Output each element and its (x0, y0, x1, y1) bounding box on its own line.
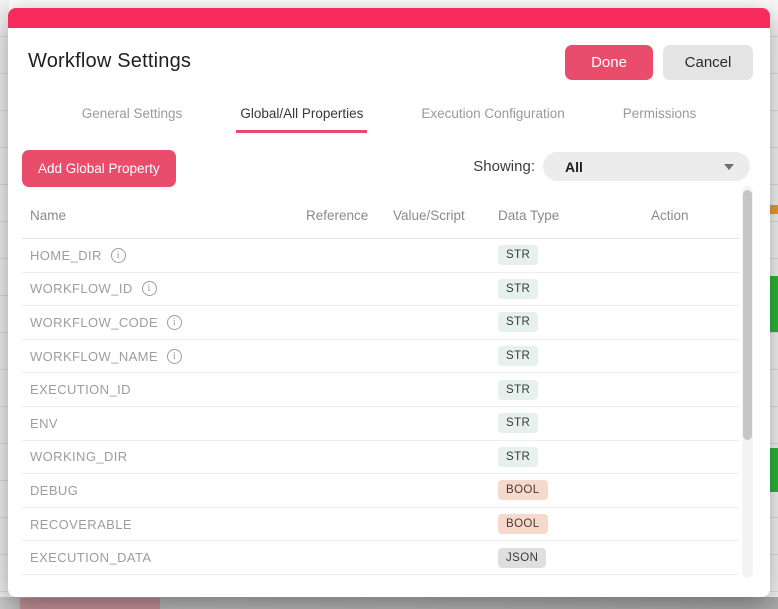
info-icon[interactable]: i (141, 281, 157, 297)
info-icon[interactable]: i (166, 314, 182, 330)
property-name-cell: EXECUTION_ID (22, 382, 298, 397)
property-name: WORKFLOW_CODE (30, 314, 158, 330)
info-icon[interactable]: i (166, 348, 182, 364)
showing-filter: Showing: All (473, 152, 750, 181)
background-green-fragment (770, 448, 778, 492)
chevron-down-icon (724, 164, 734, 170)
tab-global-all-properties[interactable]: Global/All Properties (236, 100, 368, 133)
property-name: EXECUTION_ID (30, 382, 131, 398)
table-scrollbar[interactable] (742, 186, 753, 578)
data-type-badge: STR (498, 446, 539, 467)
tab-bar: General Settings Global/All Properties Exe… (8, 100, 770, 138)
table-body: HOME_DIR i STR WORKFLOW_ID i STR WORKFLOW_CODE… (22, 239, 739, 575)
workflow-settings-modal: Workflow Settings Done Cancel General Se… (8, 8, 770, 597)
showing-dropdown[interactable]: All (543, 152, 750, 181)
data-type-badge: STR (498, 413, 539, 434)
property-name-cell: RECOVERABLE (22, 517, 298, 532)
page-title: Workflow Settings (28, 50, 192, 72)
showing-dropdown-value: All (565, 158, 583, 175)
data-type-cell: STR (490, 413, 643, 434)
data-type-badge: STR (498, 379, 539, 400)
data-type-cell: STR (490, 346, 643, 367)
properties-table: Name Reference Value/Script Data Type Action… (22, 192, 739, 575)
data-type-badge: BOOL (498, 480, 548, 501)
data-type-badge: JSON (498, 547, 547, 568)
done-button[interactable]: Done (565, 45, 653, 80)
tab-execution-configuration[interactable]: Execution Configuration (421, 106, 565, 121)
property-name: EXECUTION_DATA (30, 550, 152, 566)
table-row: EXECUTION_DATA JSON (22, 541, 739, 575)
data-type-cell: BOOL (490, 514, 643, 535)
property-name-cell: DEBUG (22, 483, 298, 498)
property-name-cell: EXECUTION_DATA (22, 550, 298, 565)
property-name: ENV (30, 415, 58, 431)
property-name-cell: ENV (22, 416, 298, 431)
property-name: WORKFLOW_ID (30, 281, 133, 297)
background-page-left-strip (0, 0, 9, 609)
data-type-badge: STR (498, 245, 539, 266)
data-type-cell: STR (490, 312, 643, 333)
property-name-cell: WORKFLOW_NAME i (22, 348, 298, 364)
background-orange-fragment (770, 205, 778, 214)
property-name-cell: WORKFLOW_CODE i (22, 314, 298, 330)
data-type-badge: STR (498, 278, 539, 299)
cancel-button[interactable]: Cancel (663, 45, 753, 80)
table-row: ENV STR (22, 407, 739, 441)
scrollbar-thumb[interactable] (743, 190, 752, 440)
property-name-cell: WORKING_DIR (22, 449, 298, 464)
data-type-cell: STR (490, 245, 643, 266)
column-header-name: Name (30, 207, 67, 223)
column-header-action: Action (651, 207, 689, 223)
property-name-cell: WORKFLOW_ID i (22, 281, 298, 297)
column-header-reference: Reference (306, 207, 369, 223)
data-type-cell: JSON (490, 547, 643, 568)
background-green-fragment (770, 276, 778, 332)
modal-accent-bar (8, 8, 770, 28)
showing-label: Showing: (473, 158, 535, 175)
tab-permissions[interactable]: Permissions (622, 106, 697, 121)
background-dimmed-button (20, 598, 160, 609)
add-global-property-button[interactable]: Add Global Property (22, 150, 176, 187)
table-row: WORKFLOW_NAME i STR (22, 340, 739, 374)
table-row: WORKFLOW_ID i STR (22, 273, 739, 307)
column-header-value-script: Value/Script (393, 207, 465, 223)
table-row: RECOVERABLE BOOL (22, 508, 739, 542)
background-page-bottom-strip (0, 597, 778, 609)
data-type-badge: STR (498, 312, 539, 333)
table-row: WORKING_DIR STR (22, 441, 739, 475)
data-type-badge: BOOL (498, 514, 548, 535)
property-name-cell: HOME_DIR i (22, 247, 298, 263)
table-row: EXECUTION_ID STR (22, 373, 739, 407)
data-type-cell: BOOL (490, 480, 643, 501)
table-header-row: Name Reference Value/Script Data Type Action (22, 192, 739, 239)
info-icon[interactable]: i (110, 247, 126, 263)
property-name: WORKING_DIR (30, 449, 128, 465)
property-name: HOME_DIR (30, 247, 102, 263)
table-row: WORKFLOW_CODE i STR (22, 306, 739, 340)
tab-general-settings[interactable]: General Settings (81, 106, 183, 121)
column-header-data-type: Data Type (498, 207, 560, 223)
property-name: WORKFLOW_NAME (30, 348, 158, 364)
data-type-badge: STR (498, 346, 539, 367)
property-name: DEBUG (30, 482, 79, 498)
property-name: RECOVERABLE (30, 516, 132, 532)
table-row: DEBUG BOOL (22, 474, 739, 508)
data-type-cell: STR (490, 278, 643, 299)
data-type-cell: STR (490, 379, 643, 400)
data-type-cell: STR (490, 446, 643, 467)
table-row: HOME_DIR i STR (22, 239, 739, 273)
